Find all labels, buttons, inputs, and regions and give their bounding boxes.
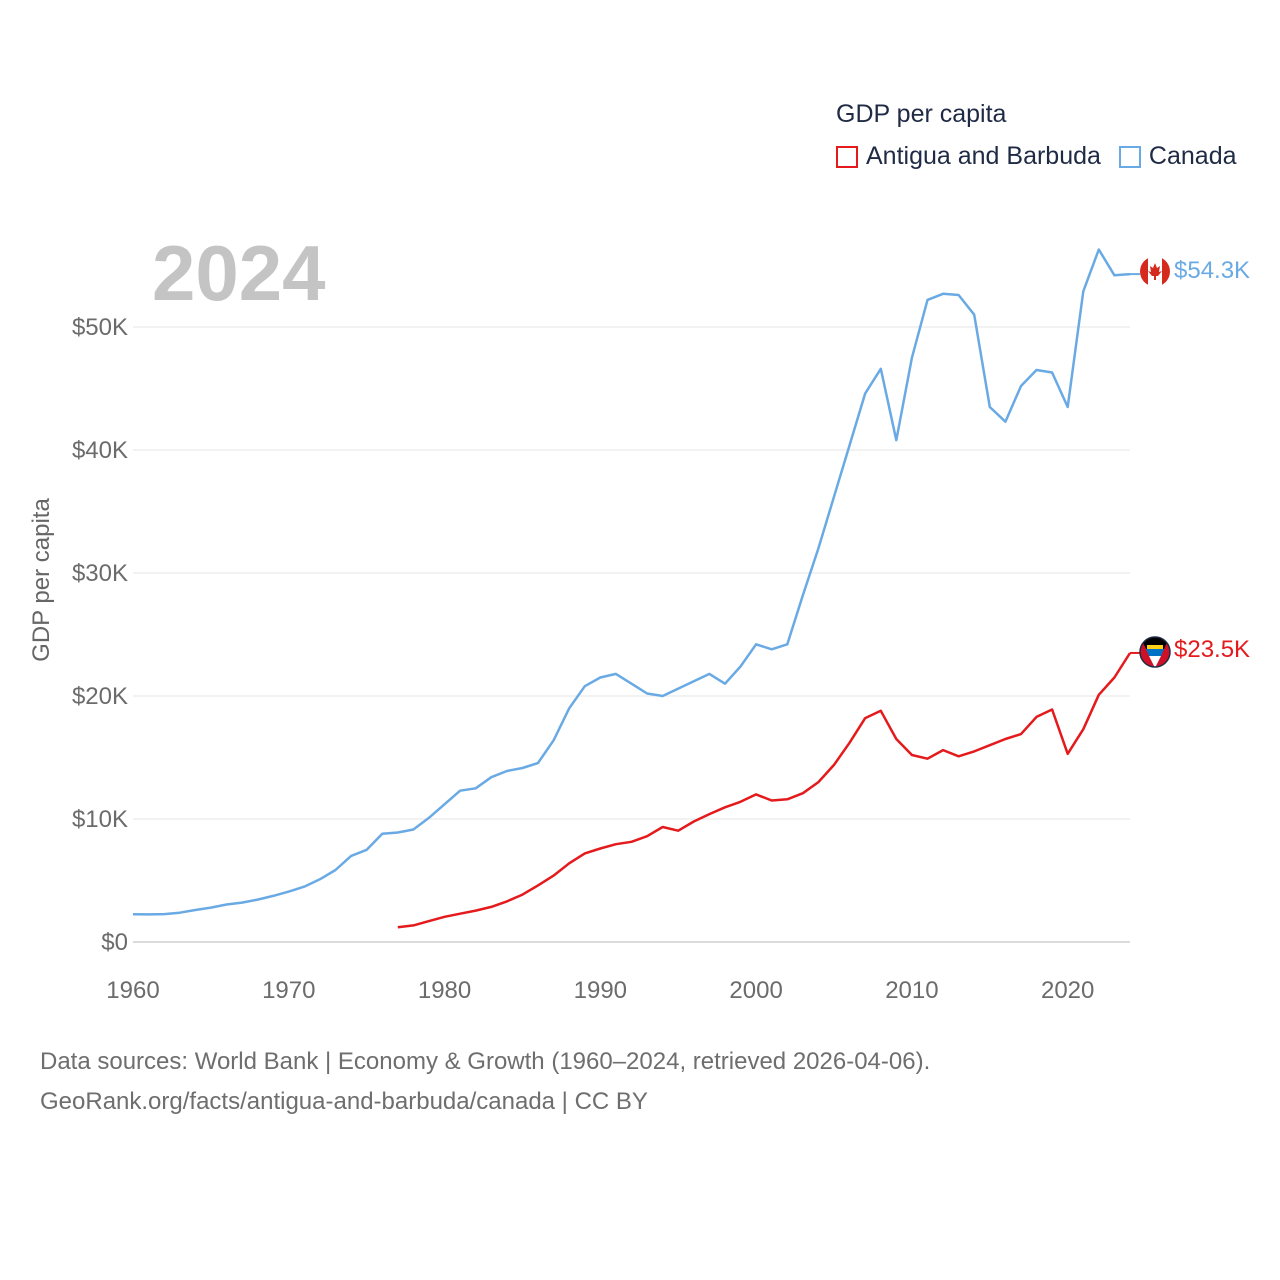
y-tick-labels: $0 $10K $20K $30K $40K $50K <box>72 314 128 956</box>
x-tick-label: 1960 <box>106 977 159 1004</box>
legend: Antigua and Barbuda Canada <box>836 142 1255 171</box>
series-lines <box>132 248 1140 929</box>
series-flags <box>1139 256 1171 668</box>
y-tick-label: $20K <box>72 683 128 710</box>
y-tick-label: $50K <box>72 314 128 341</box>
x-tick-label: 2010 <box>885 977 938 1004</box>
legend-label-canada: Canada <box>1148 142 1237 170</box>
y-tick-label: $40K <box>72 437 128 464</box>
x-tick-label: 1990 <box>574 977 627 1004</box>
footer: Data sources: World Bank | Economy & Gro… <box>40 1042 930 1122</box>
legend-label-antigua: Antigua and Barbuda <box>866 142 1101 170</box>
grid-lines <box>133 326 1130 943</box>
x-tick-label: 2020 <box>1041 977 1094 1004</box>
legend-swatch-canada <box>1118 145 1141 168</box>
antigua-end-label: $23.5K <box>1174 636 1251 663</box>
series-line-canada[interactable] <box>132 248 1131 916</box>
x-tick-labels: 1960 1970 1980 1990 2000 2010 2020 <box>106 977 1094 1004</box>
legend-item-canada[interactable]: Canada <box>1118 142 1237 171</box>
x-tick-label: 1970 <box>262 977 315 1004</box>
legend-item-antigua[interactable]: Antigua and Barbuda <box>836 142 1101 171</box>
x-tick-label: 1980 <box>418 977 471 1004</box>
year-label: 2024 <box>152 229 326 317</box>
antigua-flag-icon <box>1139 636 1171 668</box>
y-axis-label: GDP per capita <box>28 498 55 662</box>
legend-title: GDP per capita <box>836 100 1007 128</box>
footer-link[interactable]: GeoRank.org/facts/antigua-and-barbuda/ca… <box>40 1088 648 1115</box>
canada-flag-icon <box>1140 256 1170 287</box>
x-tick-label: 2000 <box>729 977 782 1004</box>
footer-sources: Data sources: World Bank | Economy & Gro… <box>40 1048 931 1075</box>
series-line-antigua-and-barbuda[interactable] <box>397 652 1132 929</box>
y-tick-label: $30K <box>72 560 128 587</box>
y-tick-label: $0 <box>101 929 128 956</box>
canada-end-label: $54.3K <box>1174 257 1251 284</box>
y-tick-label: $10K <box>72 806 128 833</box>
legend-swatch-antigua <box>836 145 858 168</box>
